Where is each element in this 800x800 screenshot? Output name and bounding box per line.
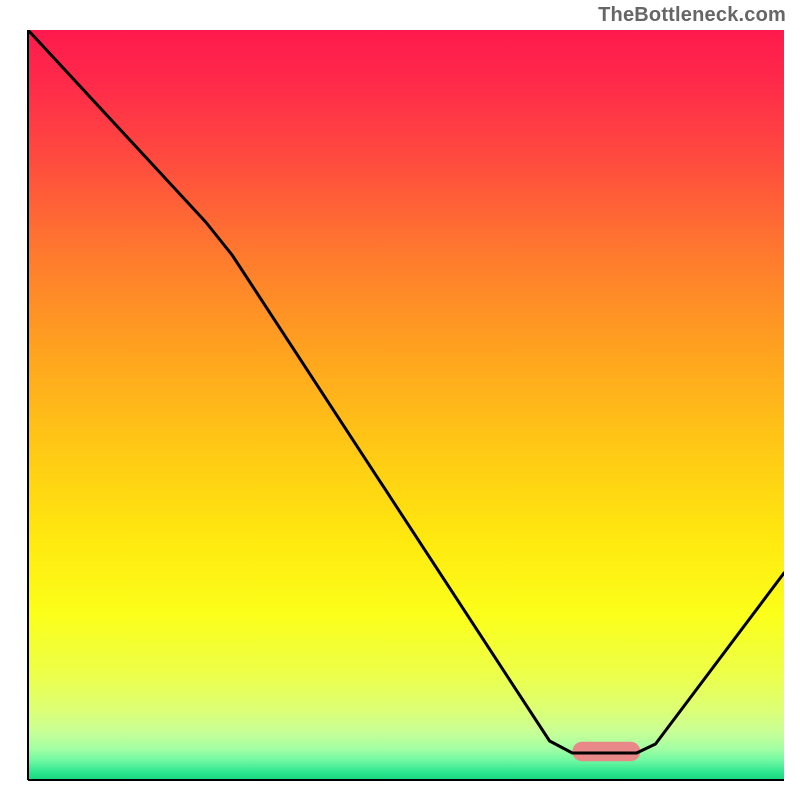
attribution-label: TheBottleneck.com xyxy=(598,4,786,27)
bottleneck-chart xyxy=(0,0,800,800)
chart-container: TheBottleneck.com xyxy=(0,0,800,800)
gradient-fill xyxy=(28,30,784,780)
